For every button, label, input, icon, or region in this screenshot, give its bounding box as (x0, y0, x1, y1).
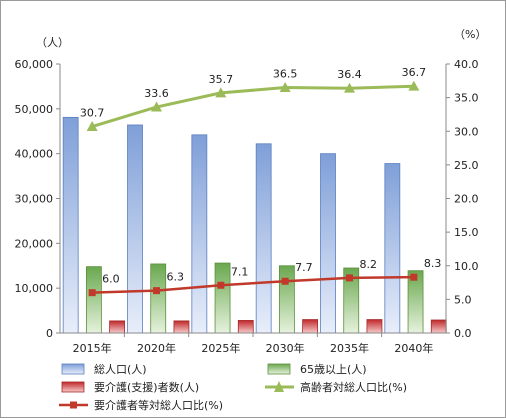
bar-3-2015 (109, 320, 126, 334)
care-ratio-point (88, 289, 96, 297)
elderly-ratio-point (408, 80, 420, 91)
bar-3-2035 (366, 319, 383, 334)
bar-2-2025 (214, 262, 231, 334)
bar-1-2020 (127, 124, 143, 334)
right-axis-unit: （%） (454, 28, 486, 41)
bar-3-2020 (173, 320, 190, 334)
bar-1-2035 (320, 153, 336, 334)
legend-swatch (267, 363, 291, 375)
left-tick-label: 50,000 (15, 103, 54, 116)
x-tick-label: 2030年 (266, 341, 305, 355)
legend-label: 要介護者等対総人口比(%) (94, 398, 223, 412)
left-tick-label: 20,000 (15, 237, 54, 250)
bar-layer (62, 116, 447, 334)
legend-label: 要介護(支援)者数(人) (94, 380, 199, 394)
elderly-ratio-data-label: 35.7 (209, 73, 234, 86)
x-tick-label: 2040年 (394, 341, 433, 355)
legend-swatch (274, 381, 284, 392)
right-tick-label: 25.0 (454, 159, 479, 172)
x-tick-label: 2025年 (201, 341, 240, 355)
bar-2-2030 (278, 265, 295, 334)
elderly-ratio-point (279, 82, 291, 92)
left-tick-label: 0 (46, 327, 53, 340)
elderly-ratio-data-label: 30.7 (80, 107, 105, 120)
care-ratio-point (281, 277, 289, 285)
legend-swatch (61, 363, 85, 375)
bar-1-2025 (191, 134, 208, 334)
elderly-ratio-line (91, 84, 414, 128)
right-tick-label: 0.0 (454, 327, 472, 340)
care-ratio-data-label: 7.7 (295, 261, 313, 274)
bar-1-2015 (62, 116, 79, 334)
bar-2-2015 (85, 266, 102, 334)
elderly-ratio-data-label: 36.7 (402, 66, 427, 79)
right-tick-label: 15.0 (454, 226, 479, 239)
legend-swatch (70, 401, 77, 409)
care-ratio-point (153, 287, 160, 295)
bar-1-2040 (384, 163, 401, 334)
left-tick-label: 40,000 (15, 148, 54, 161)
care-ratio-data-label: 8.3 (424, 257, 442, 270)
elderly-ratio-data-label: 36.5 (273, 68, 298, 81)
bar-3-2025 (237, 320, 254, 334)
legend-label: 65歳以上(人) (300, 363, 367, 376)
bar-3-2040 (430, 319, 447, 334)
care-ratio-data-label: 8.2 (360, 258, 378, 271)
x-tick-label: 2020年 (137, 341, 176, 355)
care-ratio-data-label: 6.3 (167, 271, 185, 284)
right-tick-label: 30.0 (454, 125, 479, 138)
axes-layer: 0 10,000 20,000 30,000 40,000 50,000 60,000 0.0… (15, 58, 479, 355)
elderly-ratio-data-label: 33.6 (144, 87, 169, 100)
x-tick-label: 2035年 (330, 341, 369, 355)
legend-label: 総人口(人) (94, 362, 147, 376)
elderly-ratio-point (86, 121, 98, 131)
elderly-ratio-point (215, 87, 227, 98)
x-tick-label: 2015年 (73, 341, 112, 355)
care-ratio-data-label: 7.1 (231, 265, 249, 278)
line-layer: 30.7 33.6 35.7 36.5 36.4 36.7 6.0 6.3 7.1 7.7 8.2 8… (80, 66, 442, 297)
care-ratio-point (217, 281, 225, 289)
care-ratio-line (92, 275, 414, 294)
care-ratio-point (410, 273, 418, 281)
care-ratio-data-label: 6.0 (102, 273, 120, 286)
elderly-ratio-data-label: 36.4 (337, 68, 362, 81)
left-tick-label: 30,000 (15, 193, 54, 206)
legend-label: 高齢者対総人口比(%) (300, 380, 407, 394)
elderly-ratio-point (344, 82, 355, 93)
right-tick-label: 40.0 (454, 58, 479, 71)
elderly-ratio-point (151, 101, 162, 112)
right-tick-label: 20.0 (454, 193, 479, 206)
bar-3-2030 (302, 319, 319, 334)
left-tick-label: 60,000 (15, 58, 54, 71)
legend: 総人口(人) 65歳以上(人) 要介護(支援)者数(人) 高齢者対総人口比(%) 要介護… (59, 362, 407, 412)
left-axis-unit: （人） (36, 36, 69, 49)
legend-swatch (61, 381, 85, 393)
bar-2-2020 (150, 263, 167, 334)
care-ratio-point (346, 274, 353, 282)
right-tick-label: 5.0 (454, 293, 472, 306)
bar-1-2030 (255, 143, 272, 334)
left-tick-label: 10,000 (15, 282, 54, 295)
right-tick-label: 35.0 (454, 92, 479, 105)
right-tick-label: 10.0 (454, 260, 479, 273)
